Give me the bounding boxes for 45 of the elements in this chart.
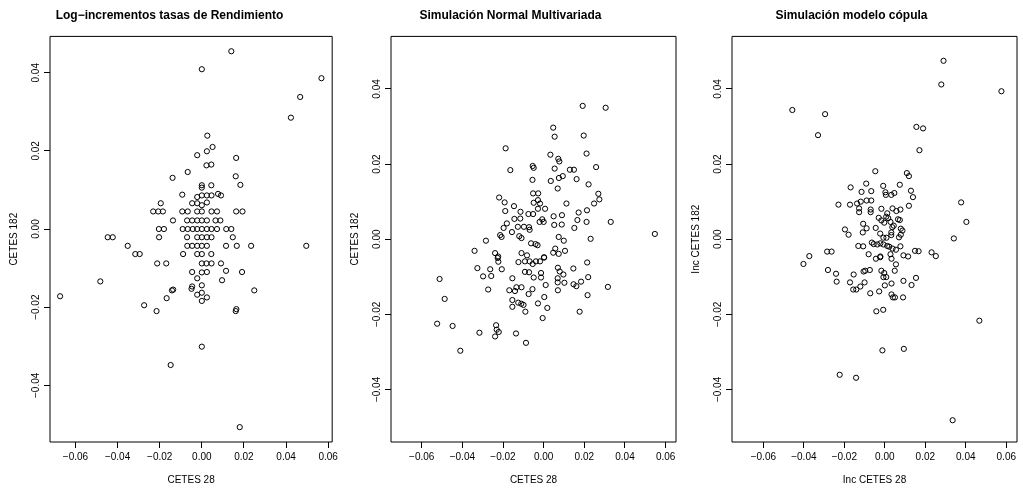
y-tick-label: 0.04	[370, 78, 382, 99]
y-tick-label: 0.02	[29, 140, 41, 161]
x-tick-label: −0.04	[791, 450, 817, 462]
y-tick-label: −0.02	[711, 301, 723, 327]
y-tick-label: 0.00	[711, 229, 723, 249]
x-tick-label: 0.04	[956, 450, 976, 462]
y-tick-label: 0.00	[29, 218, 41, 239]
chart-title: Log−incrementos tasas de Rendimiento	[55, 7, 284, 22]
x-tick-label: −0.06	[750, 450, 777, 462]
x-tick-label: 0.00	[875, 450, 895, 462]
x-tick-label: 0.02	[574, 450, 595, 462]
y-tick-label: 0.02	[370, 153, 382, 174]
x-tick-label: −0.02	[490, 450, 517, 462]
x-tick-label: 0.00	[192, 450, 212, 462]
y-tick-label: 0.04	[711, 78, 723, 99]
x-tick-label: 0.02	[234, 450, 255, 462]
x-tick-label: −0.02	[147, 450, 173, 462]
x-tick-label: −0.02	[831, 450, 858, 462]
x-tick-label: 0.04	[615, 450, 636, 462]
x-tick-label: 0.06	[318, 450, 339, 462]
y-tick-label: −0.04	[711, 376, 723, 403]
x-tick-label: 0.02	[915, 450, 936, 462]
y-tick-label: −0.02	[370, 301, 382, 327]
chart-title: Simulación modelo cópula	[775, 7, 928, 22]
x-tick-label: 0.06	[655, 450, 676, 462]
x-tick-label: −0.06	[62, 450, 89, 462]
x-axis-title: CETES 28	[167, 473, 216, 485]
x-tick-label: 0.06	[996, 450, 1017, 462]
y-axis-title: CETES 182	[7, 212, 19, 266]
x-tick-label: −0.06	[409, 450, 435, 462]
y-tick-label: −0.04	[370, 376, 382, 403]
chart-title: Simulación Normal Multivariada	[419, 7, 602, 22]
y-axis-title: Inc CETES 182	[689, 204, 701, 274]
y-tick-label: 0.04	[29, 62, 41, 83]
y-tick-label: 0.02	[711, 153, 723, 174]
y-tick-label: −0.04	[29, 372, 41, 398]
x-tick-label: −0.04	[449, 450, 476, 462]
x-tick-label: −0.04	[104, 450, 131, 462]
y-axis-title: CETES 182	[348, 212, 360, 266]
x-tick-label: 0.04	[276, 450, 297, 462]
x-axis-title: CETES 28	[509, 473, 558, 485]
y-tick-label: −0.02	[29, 294, 41, 320]
y-tick-label: 0.00	[370, 229, 382, 249]
x-axis-title: Inc CETES 28	[842, 473, 907, 485]
x-tick-label: 0.00	[533, 450, 554, 462]
